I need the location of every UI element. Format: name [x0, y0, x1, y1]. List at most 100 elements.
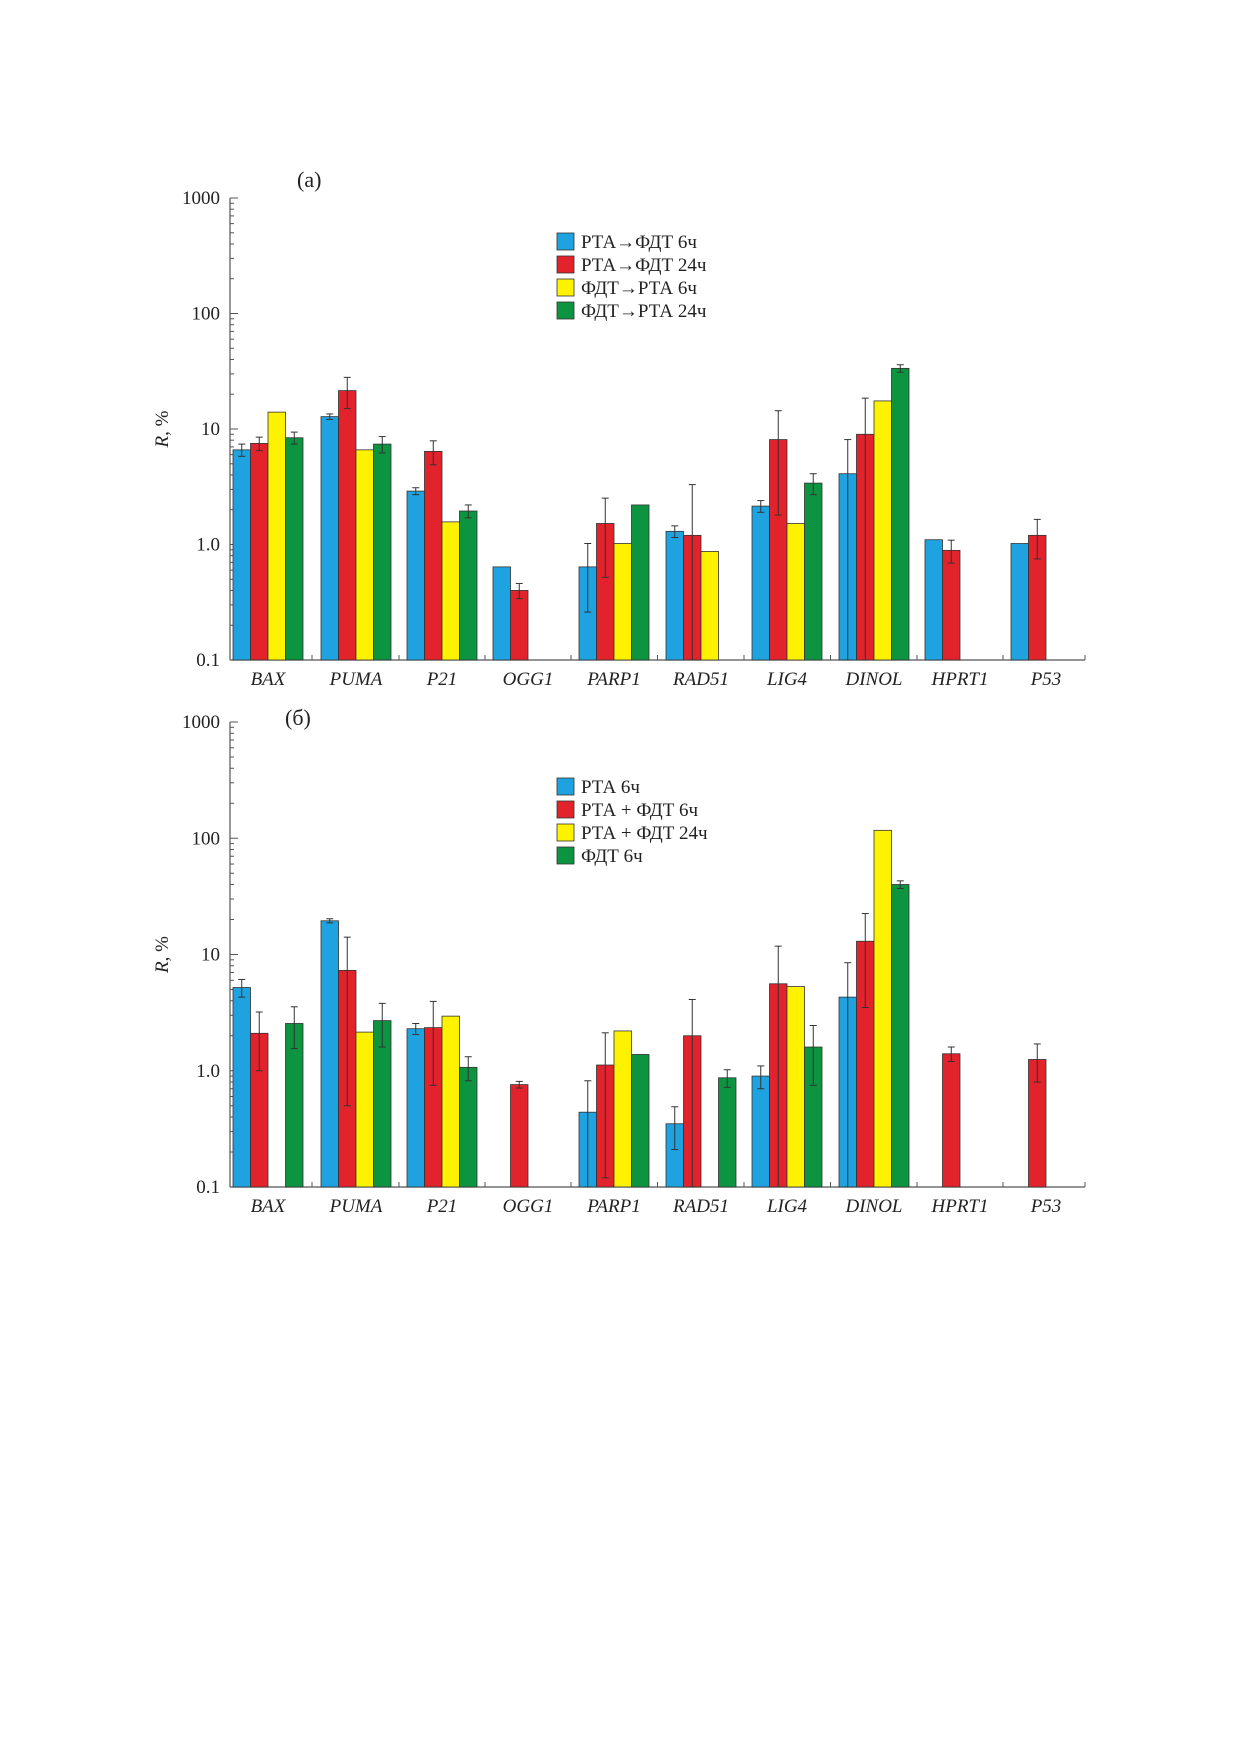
bar — [613, 543, 632, 661]
bar — [424, 450, 443, 661]
panel-label: (а) — [297, 167, 321, 192]
bar — [338, 390, 357, 661]
bar — [373, 443, 392, 661]
chart-panel-0: 0.1 1.0 10 100 1000 R, % (а) BAX PUMA P21 OGG1 PARP… — [152, 167, 1086, 690]
y-tick-label: 1.0 — [196, 535, 220, 556]
legend-label: РТА→ФДТ 6ч — [581, 232, 697, 253]
bar — [510, 1084, 529, 1188]
category-label: DINOL — [844, 669, 902, 690]
category-label: HPRT1 — [931, 669, 989, 690]
bar — [285, 437, 304, 661]
y-tick-label: 1.0 — [196, 1061, 220, 1082]
y-tick-label: 100 — [192, 304, 221, 325]
legend-label: РТА 6ч — [581, 777, 640, 798]
bar — [406, 1028, 425, 1188]
category-label: OGG1 — [503, 669, 554, 690]
y-tick-label: 0.1 — [196, 1177, 220, 1198]
category-label: HPRT1 — [931, 1196, 989, 1217]
legend-swatch — [556, 255, 575, 274]
bar — [441, 1015, 460, 1188]
bar — [232, 987, 251, 1188]
bar — [891, 367, 910, 661]
category-label: LIG4 — [766, 1196, 808, 1217]
y-axis-label-var: R — [152, 435, 173, 448]
legend-label: ФДТ→РТА 6ч — [581, 278, 697, 299]
bar — [613, 1030, 632, 1188]
bar — [924, 539, 943, 661]
bar — [510, 590, 529, 661]
y-axis-label-unit: , % — [152, 410, 173, 436]
category-label: P21 — [426, 1196, 458, 1217]
legend-swatch — [556, 232, 575, 251]
bar — [250, 443, 269, 661]
y-tick-label: 100 — [192, 828, 221, 849]
category-label: BAX — [251, 1196, 287, 1217]
bar — [804, 482, 823, 661]
bar — [751, 1075, 770, 1188]
y-axis-label-unit: , % — [152, 936, 173, 962]
bar — [873, 829, 892, 1188]
legend-label: РТА + ФДТ 6ч — [581, 800, 699, 821]
bar — [786, 523, 805, 661]
y-tick-label: 10 — [201, 945, 220, 966]
bar — [942, 1053, 961, 1188]
legend-swatch — [556, 846, 575, 865]
bar — [232, 449, 251, 661]
bar — [441, 521, 460, 661]
y-tick-label: 1000 — [182, 712, 220, 733]
bar — [355, 1031, 374, 1188]
legend-label: РТА + ФДТ 24ч — [581, 823, 708, 844]
bar — [718, 1077, 737, 1188]
category-label: PARP1 — [586, 1196, 640, 1217]
y-axis-label: R, % — [152, 936, 173, 974]
category-label: RAD51 — [672, 669, 729, 690]
bar — [665, 530, 684, 661]
category-label: RAD51 — [672, 1196, 729, 1217]
legend-label: РТА→ФДТ 24ч — [581, 255, 707, 276]
category-label: PUMA — [329, 669, 383, 690]
category-label: P53 — [1030, 669, 1062, 690]
category-label: P21 — [426, 669, 458, 690]
legend-label: ФДТ 6ч — [581, 846, 643, 867]
bar — [751, 505, 770, 661]
y-tick-label: 0.1 — [196, 650, 220, 671]
bar — [459, 1066, 478, 1188]
bar — [459, 510, 478, 661]
bar — [406, 490, 425, 661]
y-axis-label-var: R — [152, 961, 173, 974]
legend-swatch — [556, 278, 575, 297]
bar — [355, 449, 374, 661]
bar — [631, 1054, 650, 1188]
category-label: LIG4 — [766, 669, 808, 690]
chart-panel-1: 0.1 1.0 10 100 1000 R, % (б) BAX PUMA P21 OGG1 PARP… — [152, 705, 1086, 1217]
y-tick-label: 1000 — [182, 188, 220, 209]
category-label: P53 — [1030, 1196, 1062, 1217]
bar — [786, 986, 805, 1188]
panel-label: (б) — [285, 705, 311, 730]
bar — [873, 400, 892, 661]
bar — [942, 549, 961, 661]
legend-swatch — [556, 823, 575, 842]
y-tick-label: 10 — [201, 419, 220, 440]
category-label: OGG1 — [503, 1196, 554, 1217]
y-axis-label: R, % — [152, 410, 173, 448]
legend-swatch — [556, 777, 575, 796]
legend-label: ФДТ→РТА 24ч — [581, 301, 707, 322]
bar — [1010, 543, 1029, 661]
legend-swatch — [556, 800, 575, 819]
category-label: PARP1 — [586, 669, 640, 690]
bar — [320, 920, 339, 1188]
bar — [631, 504, 650, 661]
bar — [492, 566, 511, 661]
category-label: DINOL — [844, 1196, 902, 1217]
bar — [320, 416, 339, 661]
category-label: BAX — [251, 669, 287, 690]
bar — [267, 411, 286, 661]
bar — [891, 884, 910, 1188]
bar — [700, 551, 719, 661]
category-label: PUMA — [329, 1196, 383, 1217]
legend-swatch — [556, 301, 575, 320]
